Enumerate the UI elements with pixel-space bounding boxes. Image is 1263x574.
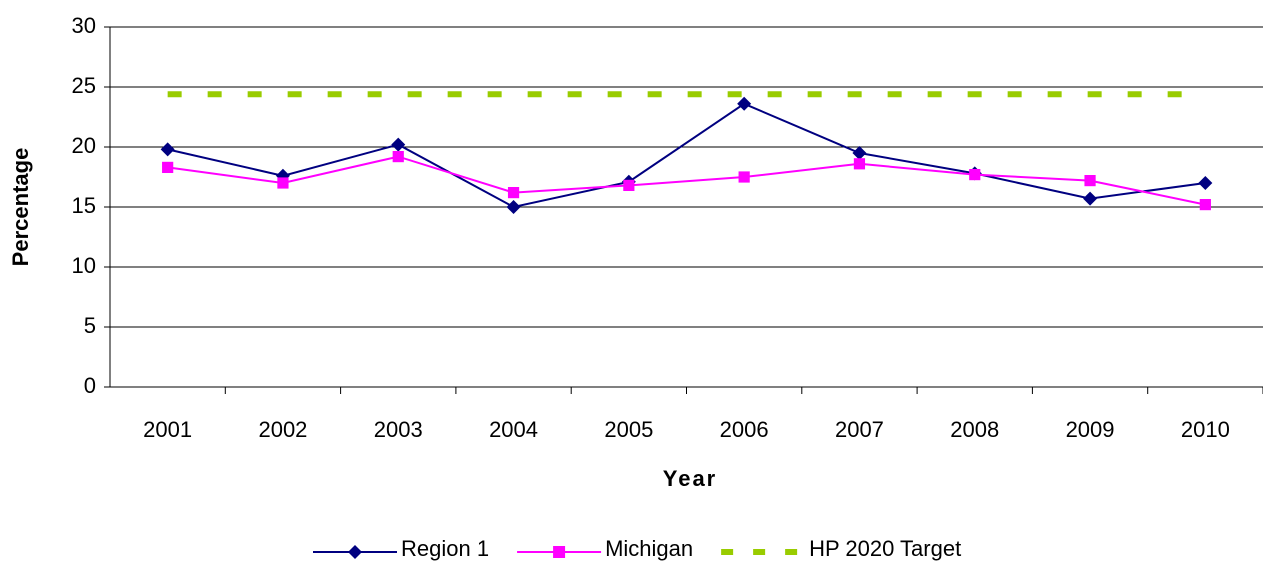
legend-marker	[553, 546, 566, 558]
y-tick-label: 30	[72, 13, 96, 38]
marker	[852, 146, 867, 160]
x-tick-label: 2005	[604, 417, 653, 442]
y-tick-label: 20	[72, 133, 96, 158]
x-tick-label: 2008	[950, 417, 999, 442]
marker	[506, 200, 521, 214]
x-axis-label: Year	[663, 466, 718, 491]
marker	[738, 171, 750, 183]
x-tick-label: 2001	[143, 417, 192, 442]
marker	[623, 179, 635, 191]
marker	[277, 177, 289, 189]
x-tick-label: 2009	[1066, 417, 1115, 442]
marker	[1084, 175, 1096, 187]
legend-marker	[348, 545, 362, 559]
y-tick-label: 25	[72, 73, 96, 98]
x-tick-label: 2010	[1181, 417, 1230, 442]
series-line	[167, 102, 1206, 209]
x-tick-label: 2007	[835, 417, 884, 442]
marker	[162, 161, 174, 173]
legend-label: HP 2020 Target	[809, 536, 961, 561]
y-axis-label: Percentage	[8, 148, 33, 267]
marker	[391, 137, 406, 152]
x-tick-label: 2004	[489, 417, 538, 442]
marker	[853, 158, 866, 170]
marker	[1198, 176, 1213, 190]
x-tick-label: 2002	[258, 417, 307, 442]
y-tick-label: 0	[84, 373, 96, 398]
y-tick-label: 15	[72, 193, 96, 218]
marker	[737, 96, 752, 111]
marker	[507, 187, 520, 199]
legend-label: Michigan	[605, 536, 693, 561]
x-tick-label: 2006	[720, 417, 769, 442]
series-line	[167, 155, 1206, 206]
marker	[392, 151, 404, 163]
marker	[969, 169, 981, 181]
marker	[1199, 199, 1211, 211]
y-tick-label: 5	[84, 313, 96, 338]
marker	[160, 142, 175, 157]
x-tick-label: 2003	[374, 417, 423, 442]
y-tick-label: 10	[72, 253, 96, 278]
marker	[1083, 191, 1098, 206]
legend-label: Region 1	[401, 536, 489, 561]
